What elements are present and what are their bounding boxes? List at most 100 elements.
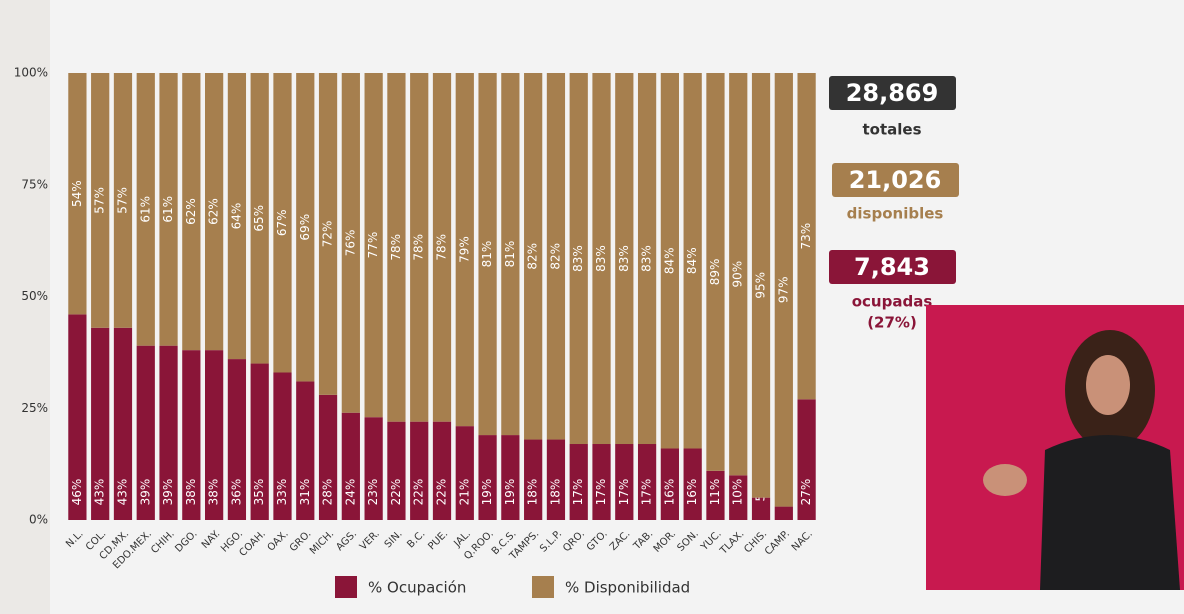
bar-segment: [706, 470, 725, 520]
value-label: 27%: [799, 479, 813, 506]
value-label: 65%: [252, 205, 266, 232]
bar-segment: [159, 73, 178, 346]
value-label: 78%: [389, 234, 403, 261]
value-label: 83%: [617, 245, 631, 272]
bar-segment: [524, 73, 543, 440]
bar-segment: [501, 435, 520, 520]
occupied-box: [829, 250, 956, 284]
value-label: 64%: [229, 203, 243, 230]
bar-segment: [227, 359, 247, 520]
bar-segment: [68, 73, 87, 315]
value-label: 38%: [184, 479, 198, 506]
value-label: 82%: [548, 243, 562, 270]
bar-segment: [683, 448, 702, 520]
value-label: 82%: [526, 243, 540, 270]
value-label: 90%: [731, 261, 745, 288]
bar-segment: [797, 399, 816, 520]
value-label: 62%: [207, 198, 221, 225]
occupied-value: 7,843: [854, 253, 930, 281]
value-label: 46%: [70, 479, 84, 506]
value-label: 36%: [229, 479, 243, 506]
bar-segment: [455, 426, 474, 520]
occupied-share: (27%): [867, 314, 917, 332]
value-label: 18%: [548, 479, 562, 506]
available-value: 21,026: [849, 166, 942, 194]
bar-segment: [410, 73, 429, 422]
bar-segment: [113, 327, 133, 520]
bar-segment: [569, 444, 588, 520]
legend-swatch: [532, 576, 554, 598]
bar-segment: [250, 73, 269, 364]
value-label: 81%: [480, 241, 494, 268]
bar-segment: [683, 73, 702, 449]
value-label: 57%: [115, 187, 129, 214]
value-label: 54%: [70, 180, 84, 207]
value-label: 22%: [435, 479, 449, 506]
value-label: 38%: [207, 479, 221, 506]
value-label: 89%: [708, 259, 722, 286]
value-label: 11%: [708, 479, 722, 506]
bar-segment: [615, 444, 634, 520]
legend-label: % Disponibilidad: [565, 579, 690, 597]
bar-segment: [136, 345, 155, 520]
value-label: 31%: [298, 479, 312, 506]
value-label: 24%: [343, 479, 357, 506]
total-box: [829, 76, 956, 110]
value-label: 16%: [685, 479, 699, 506]
value-label: 19%: [503, 479, 517, 506]
value-label: 10%: [731, 479, 745, 506]
value-label: 33%: [275, 479, 289, 506]
bar-segment: [660, 448, 679, 520]
total-label: totales: [862, 121, 921, 139]
value-label: 17%: [640, 479, 654, 506]
value-label: 76%: [343, 230, 357, 257]
value-label: 17%: [617, 479, 631, 506]
bar-segment: [615, 73, 634, 445]
total-value: 28,869: [846, 79, 939, 107]
bar-segment: [524, 439, 543, 520]
value-label: 78%: [435, 234, 449, 261]
bar-segment: [91, 73, 110, 328]
summary-panel: 28,869 totales 21,026 disponibles 7,843 …: [829, 76, 959, 332]
value-label: 22%: [412, 479, 426, 506]
bar-segment: [387, 73, 406, 422]
value-label: 17%: [571, 479, 585, 506]
value-label: 43%: [115, 479, 129, 506]
bar-segment: [91, 327, 110, 520]
bar-segment: [432, 421, 452, 520]
value-label: 83%: [640, 245, 654, 272]
value-label: 67%: [275, 209, 289, 236]
occupied-label: ocupadas: [852, 293, 933, 311]
available-box: [832, 163, 959, 197]
bar-segment: [637, 73, 657, 445]
bar-segment: [774, 506, 793, 520]
bar-segment: [273, 73, 292, 373]
value-label: 23%: [366, 479, 380, 506]
bar-segment: [478, 73, 497, 436]
bar-segment: [296, 381, 315, 520]
value-label: 16%: [662, 479, 676, 506]
bar-segment: [341, 73, 360, 413]
bar-segment: [318, 394, 338, 520]
bar-segment: [729, 475, 748, 520]
y-tick-label: 25%: [21, 401, 48, 415]
bar-segment: [774, 73, 793, 507]
value-label: 61%: [161, 196, 175, 223]
bar-segment: [227, 73, 247, 360]
value-label: 17%: [594, 479, 608, 506]
bar-segment: [751, 73, 771, 498]
value-label: 78%: [412, 234, 426, 261]
value-label: 43%: [93, 479, 107, 506]
bar-segment: [546, 73, 566, 440]
bar-segment: [387, 421, 406, 520]
bar-segment: [592, 73, 611, 445]
value-label: 79%: [457, 236, 471, 263]
value-label: 95%: [754, 272, 768, 299]
interpreter-face: [1086, 355, 1130, 415]
value-label: 39%: [138, 479, 152, 506]
interpreter-hand: [983, 464, 1027, 496]
bar-segment: [318, 73, 338, 395]
bar-segment: [182, 350, 201, 520]
bar-segment: [68, 314, 87, 520]
